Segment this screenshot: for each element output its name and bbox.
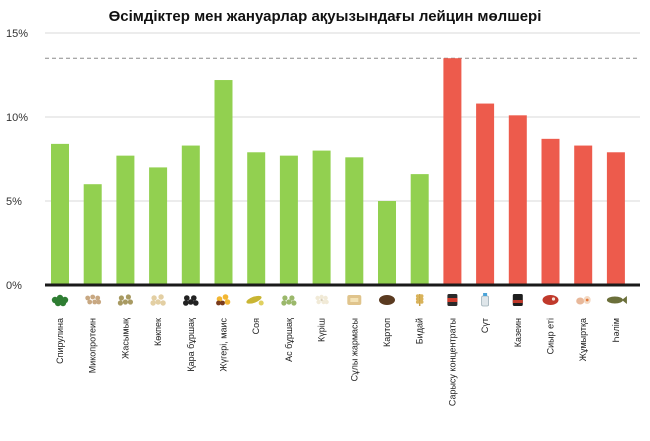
category-label: Қара бұршақ [186, 318, 196, 372]
potato-icon [379, 295, 395, 305]
fish-icon [606, 296, 627, 304]
casein-icon [512, 294, 523, 306]
egg-icon [576, 296, 591, 305]
y-tick-label: 5% [6, 196, 22, 208]
bar-spirulina [51, 143, 69, 285]
bar-lentils [116, 155, 135, 285]
bar-egg [574, 145, 593, 285]
chart-title: Өсімдіктер мен жануарлар ақуызындағы лей… [108, 8, 542, 25]
bar-soy [247, 152, 266, 285]
oats-icon [347, 295, 362, 305]
category-label: Сиыр еті [546, 318, 556, 354]
soy-icon [246, 295, 264, 306]
category-labels: Спирулина Микопротеин Жасымық Көкпек Қара бұ… [55, 318, 621, 407]
category-label: Көкпек [153, 318, 163, 346]
category-label: Жүгері, маис [219, 318, 229, 372]
category-label: Спирулина [55, 318, 65, 364]
bar-peas [279, 155, 298, 285]
category-label: Соя [251, 318, 261, 335]
bar-chickpea [149, 167, 168, 285]
black-beans-icon [183, 295, 199, 306]
spirulina-icon [51, 294, 69, 307]
bar-potato [378, 201, 396, 285]
category-label: Ас бұршақ [284, 318, 294, 362]
category-label: Сарысу концентраты [447, 318, 457, 406]
mycoprotein-icon [85, 294, 102, 305]
bar-milk [476, 103, 495, 285]
category-label: Жұмыртқа [578, 318, 588, 361]
category-label: Сүт [480, 318, 490, 333]
y-tick-label: 0% [6, 280, 22, 292]
whey-icon [447, 294, 458, 306]
lentils-icon [117, 294, 133, 306]
milk-icon [481, 293, 490, 307]
category-label: Күріш [317, 318, 327, 342]
bar-casein [508, 115, 527, 285]
category-label: Микопротеин [88, 318, 98, 373]
y-tick-label: 15% [6, 28, 28, 40]
bar-fish [606, 152, 625, 285]
category-label: Казеин [513, 318, 523, 347]
bars [51, 58, 625, 286]
beef-icon [542, 295, 559, 305]
category-label: Һәлім [611, 318, 621, 342]
grid-lines [45, 32, 640, 202]
y-axis-ticks: 0% 5% 10% 15% [6, 28, 28, 292]
category-label: Бидай [415, 318, 425, 344]
rice-icon [315, 294, 329, 305]
bar-corn [214, 80, 233, 285]
peas-icon [281, 295, 297, 306]
category-label: Жасымық [120, 318, 130, 359]
bar-mycoprotein [83, 184, 102, 285]
category-label: Сұлы жармасы [349, 318, 359, 381]
category-icons [51, 293, 627, 307]
wheat-icon [415, 294, 424, 306]
bar-oats [345, 157, 364, 285]
bar-whey [443, 58, 462, 286]
y-tick-label: 10% [6, 112, 28, 124]
corn-icon [216, 294, 231, 306]
chickpea-icon [150, 294, 166, 306]
bar-rice [312, 150, 331, 285]
bar-beef [541, 138, 560, 285]
category-label: Картоп [382, 318, 392, 347]
bar-black-beans [181, 145, 200, 285]
bar-wheat [410, 174, 429, 285]
